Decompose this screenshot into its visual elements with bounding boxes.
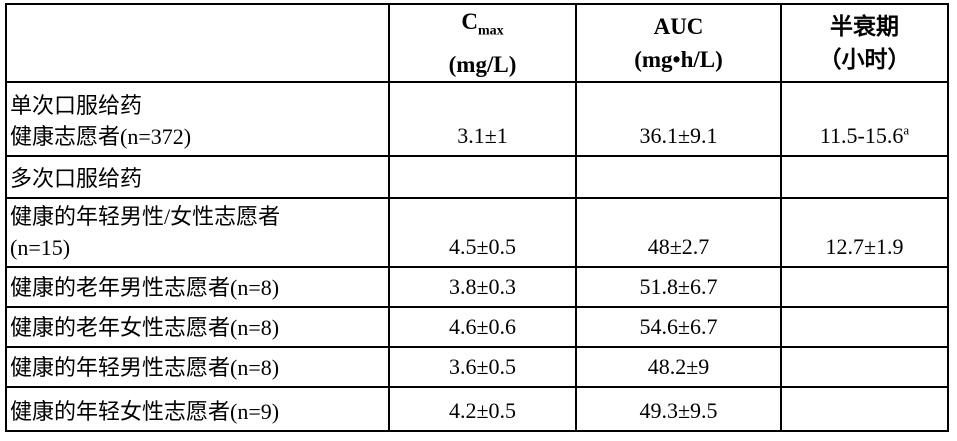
header-cell-empty <box>5 3 390 83</box>
cmax-value: 4.6±0.6 <box>388 305 577 348</box>
cmax-value: 3.6±0.5 <box>388 345 577 388</box>
table-row: 健康的老年男性志愿者(n=8) 3.8±0.3 51.8±6.7 <box>5 265 949 308</box>
table-row: 健康的年轻女性志愿者(n=9) 4.2±0.5 49.3±9.5 <box>5 385 949 432</box>
pharmacokinetics-table: Cmax (mg/L) AUC (mg•h/L) 半衰期 （小时） 单次口服给药… <box>5 3 949 432</box>
footnote-marker: a <box>903 122 910 138</box>
half-life-header-label: 半衰期 <box>830 13 899 39</box>
row-label-line1: 多次口服给药 <box>10 165 143 191</box>
auc-value: 36.1±9.1 <box>575 80 782 157</box>
row-label-line2: (n=15) <box>10 234 71 260</box>
cmax-value: 4.5±0.5 <box>388 196 577 268</box>
table-row: 健康的老年女性志愿者(n=8) 4.6±0.6 54.6±6.7 <box>5 305 949 348</box>
cmax-value: 4.2±0.5 <box>388 385 577 432</box>
header-cell-auc: AUC (mg•h/L) <box>575 3 782 83</box>
half-life-value <box>780 305 949 348</box>
header-cell-cmax: Cmax (mg/L) <box>388 3 577 83</box>
table-row: 健康的年轻男性/女性志愿者 (n=15) 4.5±0.5 48±2.7 12.7… <box>5 196 949 268</box>
half-life-value: 12.7±1.9 <box>780 196 949 268</box>
row-label-line1: 健康的老年女性志愿者(n=8) <box>10 314 280 340</box>
half-life-header-unit: （小时） <box>818 46 911 72</box>
table-row: 健康的年轻男性志愿者(n=8) 3.6±0.5 48.2±9 <box>5 345 949 388</box>
auc-value: 48.2±9 <box>575 345 782 388</box>
header-row: Cmax (mg/L) AUC (mg•h/L) 半衰期 （小时） <box>5 3 949 83</box>
row-label-line1: 健康的年轻男性志愿者(n=8) <box>10 354 280 380</box>
half-life-value <box>780 385 949 432</box>
table-row: 单次口服给药 健康志愿者(n=372) 3.1±1 36.1±9.1 11.5-… <box>5 80 949 157</box>
row-label-line2: 健康志愿者(n=372) <box>10 123 192 149</box>
header-cell-half-life: 半衰期 （小时） <box>780 3 949 83</box>
row-label: 健康的老年女性志愿者(n=8) <box>5 305 390 348</box>
auc-value: 54.6±6.7 <box>575 305 782 348</box>
half-life-value <box>780 345 949 388</box>
cmax-subscript: max <box>477 23 504 39</box>
half-life-value <box>780 154 949 199</box>
half-life-value: 11.5-15.6a <box>780 80 949 157</box>
row-label-line1: 健康的年轻女性志愿者(n=9) <box>10 398 280 424</box>
auc-value: 48±2.7 <box>575 196 782 268</box>
auc-value: 49.3±9.5 <box>575 385 782 432</box>
half-life-range: 11.5-15.6 <box>819 122 904 148</box>
row-label: 健康的年轻女性志愿者(n=9) <box>5 385 390 432</box>
cmax-header-unit: (mg/L) <box>448 51 517 77</box>
auc-value <box>575 154 782 199</box>
cmax-header-label: Cmax <box>461 9 504 39</box>
row-label-line1: 单次口服给药 <box>10 92 143 118</box>
row-label: 多次口服给药 <box>5 154 390 199</box>
row-label: 健康的年轻男性/女性志愿者 (n=15) <box>5 196 390 268</box>
auc-header-unit: (mg•h/L) <box>634 46 723 72</box>
cmax-value: 3.1±1 <box>388 80 577 157</box>
auc-value: 51.8±6.7 <box>575 265 782 308</box>
cmax-value <box>388 154 577 199</box>
table-row: 多次口服给药 <box>5 154 949 199</box>
cmax-value: 3.8±0.3 <box>388 265 577 308</box>
half-life-value <box>780 265 949 308</box>
row-label-line1: 健康的老年男性志愿者(n=8) <box>10 274 280 300</box>
row-label-line1: 健康的年轻男性/女性志愿者 <box>10 203 281 229</box>
row-label: 单次口服给药 健康志愿者(n=372) <box>5 80 390 157</box>
row-label: 健康的老年男性志愿者(n=8) <box>5 265 390 308</box>
auc-header-label: AUC <box>653 13 704 39</box>
row-label: 健康的年轻男性志愿者(n=8) <box>5 345 390 388</box>
